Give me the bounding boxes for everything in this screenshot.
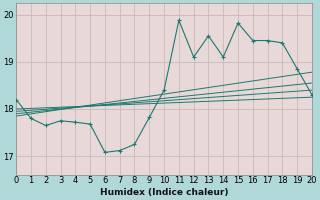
X-axis label: Humidex (Indice chaleur): Humidex (Indice chaleur)	[100, 188, 228, 197]
